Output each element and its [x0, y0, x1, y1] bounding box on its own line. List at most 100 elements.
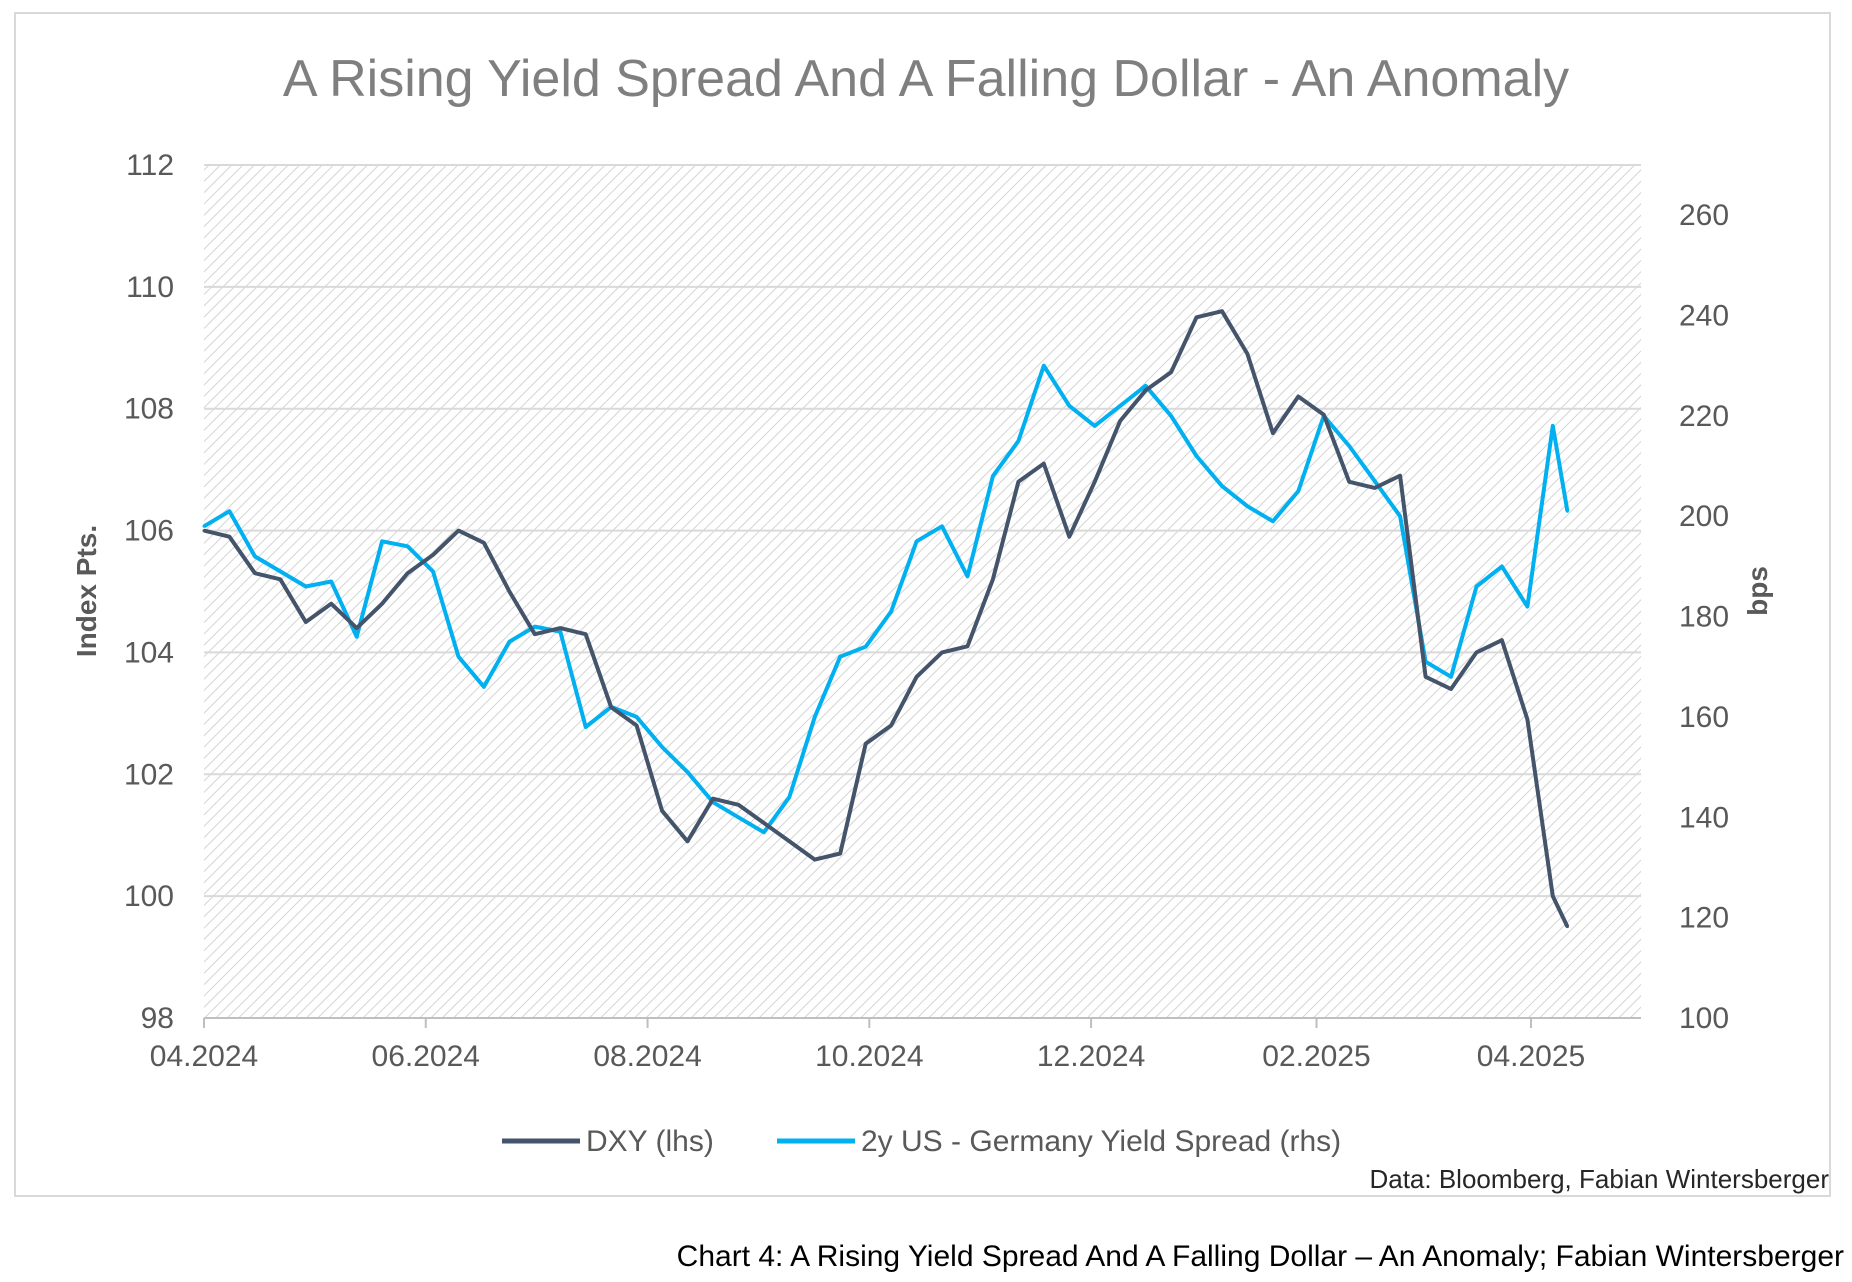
dxy-point: [1271, 431, 1275, 435]
spread-point: [1449, 675, 1453, 679]
dxy-point: [940, 650, 944, 654]
chart-title: A Rising Yield Spread And A Falling Doll…: [283, 50, 1569, 108]
dxy-point: [1220, 309, 1224, 313]
spread-point: [278, 569, 282, 573]
dxy-point: [1042, 462, 1046, 466]
left-tick-label: 112: [126, 149, 174, 182]
dxy-point: [202, 529, 206, 533]
x-tick-label: 12.2024: [1037, 1040, 1145, 1073]
spread-point: [202, 524, 206, 528]
dxy-point: [253, 571, 257, 575]
spread-point: [787, 795, 791, 799]
right-tick-label: 120: [1679, 902, 1729, 935]
dxy-point: [915, 675, 919, 679]
spread-point: [864, 645, 868, 649]
dxy-point: [1565, 925, 1569, 929]
spread-point: [329, 580, 333, 583]
spread-point: [1118, 404, 1122, 408]
dxy-point: [1347, 480, 1351, 484]
dxy-point: [1067, 535, 1071, 539]
dxy-point: [1118, 419, 1122, 423]
left-tick-label: 106: [124, 515, 174, 548]
dxy-point: [813, 858, 817, 862]
dxy-point: [1551, 894, 1555, 898]
x-tick-label: 04.2025: [1477, 1040, 1585, 1073]
dxy-point: [1424, 675, 1428, 679]
dxy-point: [889, 724, 893, 727]
dxy-point: [584, 632, 588, 636]
spread-point: [406, 544, 410, 548]
spread-point: [558, 630, 562, 634]
dxy-point: [304, 620, 308, 624]
right-tick-label: 220: [1679, 400, 1729, 433]
source-note: Data: Bloomberg, Fabian Wintersberger: [1369, 1164, 1829, 1194]
dxy-point: [1296, 395, 1300, 398]
dxy-point: [406, 571, 410, 575]
dxy-point: [1016, 480, 1020, 484]
dxy-point: [355, 626, 359, 630]
left-axis-ticks: 98 100 102 104 106 108 110 112: [124, 149, 174, 1035]
spread-point: [1144, 384, 1148, 388]
left-axis-title: Index Pts.: [71, 525, 102, 657]
dxy-point: [227, 535, 231, 539]
left-tick-label: 102: [124, 758, 174, 791]
spread-point: [635, 715, 639, 719]
spread-point: [1093, 424, 1097, 428]
spread-point: [1373, 479, 1377, 483]
dxy-point: [686, 839, 689, 843]
x-tick-label: 06.2024: [372, 1040, 480, 1073]
right-tick-label: 260: [1679, 199, 1729, 232]
gridlines: [204, 164, 1641, 898]
dxy-point: [1398, 474, 1402, 478]
left-tick-label: 104: [124, 636, 174, 669]
right-tick-label: 200: [1679, 500, 1729, 533]
spread-point: [1475, 585, 1478, 588]
legend-label-spread: 2y US - Germany Yield Spread (rhs): [861, 1125, 1341, 1158]
right-axis-title: bps: [1742, 566, 1773, 616]
x-tick-label: 02.2025: [1262, 1040, 1370, 1073]
dxy-point: [1475, 650, 1478, 654]
dxy-point: [609, 705, 613, 709]
spread-point: [1067, 404, 1071, 408]
dxy-point: [278, 577, 282, 581]
spread-point: [940, 524, 944, 528]
spread-point: [355, 635, 359, 639]
dxy-point: [864, 742, 868, 746]
spread-point: [1398, 514, 1402, 518]
spread-point: [915, 539, 919, 543]
legend: DXY (lhs) 2y US - Germany Yield Spread (…: [502, 1125, 1341, 1158]
spread-point: [762, 830, 766, 834]
spread-point: [1565, 509, 1569, 513]
spread-point: [227, 509, 231, 513]
left-tick-label: 110: [126, 271, 174, 304]
x-tick-label: 08.2024: [593, 1040, 701, 1073]
spread-point: [1500, 564, 1504, 568]
x-tick-label: 10.2024: [815, 1040, 923, 1073]
dxy-point: [1322, 413, 1326, 417]
right-axis-ticks: 100 120 140 160 180 200 220 240 260: [1679, 199, 1729, 1035]
right-tick-label: 140: [1679, 801, 1729, 834]
dxy-point: [991, 577, 995, 581]
dxy-point: [1245, 352, 1249, 356]
spread-point: [1347, 444, 1351, 448]
dxy-point: [1373, 486, 1377, 490]
dxy-point: [838, 852, 842, 855]
spread-point: [991, 474, 995, 478]
dxy-point: [966, 644, 969, 648]
dxy-point: [635, 724, 639, 727]
spread-point: [1525, 605, 1529, 609]
dxy-point: [660, 809, 664, 813]
spread-point: [966, 574, 969, 578]
spread-point: [1551, 424, 1555, 428]
dxy-point: [736, 803, 740, 807]
dxy-point: [1144, 388, 1148, 392]
dxy-point: [711, 797, 715, 801]
spread-point: [457, 655, 460, 659]
x-tick-label: 04.2024: [150, 1040, 258, 1073]
dxy-point: [380, 602, 384, 606]
right-tick-label: 160: [1679, 701, 1729, 734]
dxy-point: [1500, 638, 1504, 642]
spread-point: [1296, 489, 1300, 493]
dxy-point: [457, 529, 460, 533]
